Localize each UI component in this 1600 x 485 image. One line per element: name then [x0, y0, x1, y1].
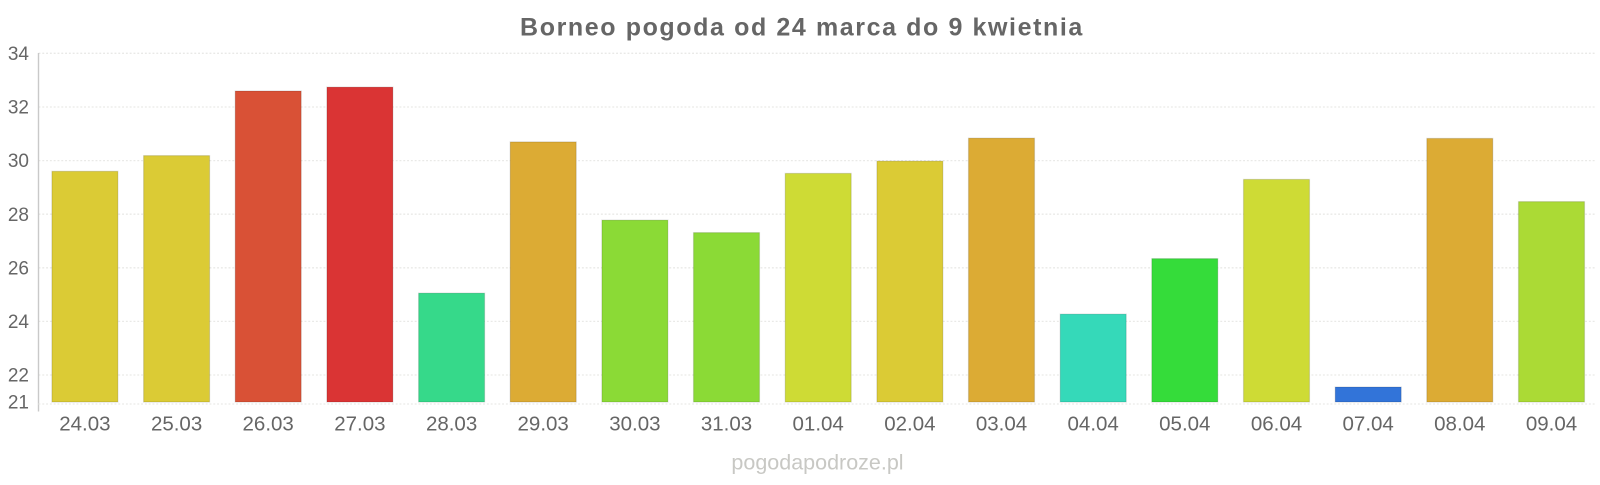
svg-text:22: 22 — [8, 366, 29, 387]
svg-text:30: 30 — [8, 151, 29, 172]
svg-text:34: 34 — [8, 44, 30, 65]
svg-text:26.03: 26.03 — [243, 412, 294, 435]
svg-text:28.03: 28.03 — [426, 412, 477, 435]
svg-text:32: 32 — [8, 98, 29, 119]
svg-text:28: 28 — [8, 205, 29, 226]
svg-text:08.04: 08.04 — [1434, 412, 1485, 435]
svg-text:02.04: 02.04 — [884, 412, 935, 435]
svg-text:27.03: 27.03 — [334, 412, 385, 435]
svg-text:03.04: 03.04 — [976, 412, 1027, 435]
svg-text:30.03: 30.03 — [609, 412, 660, 435]
svg-text:04.04: 04.04 — [1068, 412, 1119, 435]
svg-text:26: 26 — [8, 258, 29, 279]
svg-text:05.04: 05.04 — [1159, 412, 1210, 435]
svg-text:01.04: 01.04 — [793, 412, 844, 435]
svg-text:31.03: 31.03 — [701, 412, 752, 435]
svg-text:06.04: 06.04 — [1251, 412, 1302, 435]
svg-text:25.03: 25.03 — [151, 412, 202, 435]
svg-text:07.04: 07.04 — [1343, 412, 1394, 435]
svg-text:29.03: 29.03 — [518, 412, 569, 435]
svg-text:Borneo pogoda od 24 marca do 9: Borneo pogoda od 24 marca do 9 kwietnia — [520, 14, 1084, 42]
svg-text:24.03: 24.03 — [59, 412, 110, 435]
svg-text:21: 21 — [8, 392, 29, 413]
svg-text:24: 24 — [8, 312, 30, 333]
svg-text:09.04: 09.04 — [1526, 412, 1577, 435]
svg-text:pogodapodroze.pl: pogodapodroze.pl — [731, 450, 903, 474]
